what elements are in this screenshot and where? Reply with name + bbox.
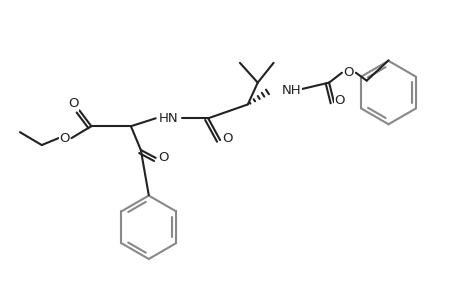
Text: O: O	[334, 94, 344, 107]
Text: O: O	[158, 152, 168, 164]
Text: O: O	[221, 132, 232, 145]
Text: O: O	[68, 97, 78, 110]
Text: O: O	[59, 132, 70, 145]
Text: HN: HN	[158, 112, 178, 125]
Text: NH: NH	[281, 84, 301, 97]
Text: O: O	[343, 66, 353, 79]
